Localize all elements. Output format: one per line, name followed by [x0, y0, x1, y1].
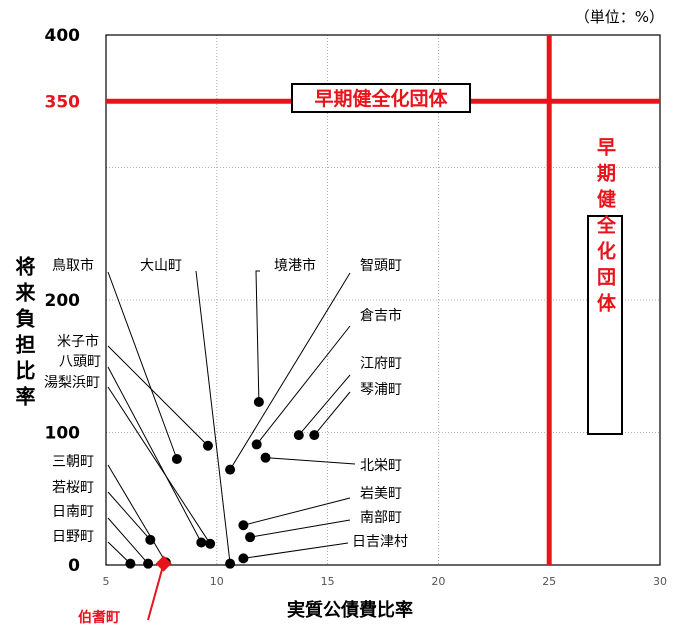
x-tick-label: 5 [103, 575, 110, 588]
point-label: 日南町 [52, 504, 94, 520]
data-point [145, 534, 156, 545]
point-label: 岩美町 [360, 486, 402, 502]
point-label: 北栄町 [360, 458, 402, 474]
leader-line [255, 270, 260, 403]
data-point [196, 537, 207, 548]
point-label: 琴浦町 [360, 382, 402, 398]
data-point [202, 440, 213, 451]
zone-label-right-box [587, 215, 623, 435]
x-tick-label: 10 [210, 575, 224, 588]
zone-label-right: 早期健全化団体 [594, 137, 617, 319]
x-tick-label: 20 [431, 575, 445, 588]
data-point [238, 553, 249, 564]
data-point-highlight [155, 555, 172, 572]
data-point [251, 439, 262, 450]
leader-line [243, 497, 351, 526]
leader-line [107, 386, 211, 545]
point-label: 日野町 [52, 529, 94, 545]
y-axis-title: 将来負担比率 [12, 255, 36, 412]
leader-line [256, 325, 351, 445]
point-label: 八頭町 [59, 354, 101, 370]
data-point [238, 520, 249, 531]
leader-line [107, 271, 178, 460]
x-axis-title: 実質公債費比率 [287, 599, 413, 621]
x-tick-label: 30 [653, 575, 667, 588]
data-points [125, 397, 320, 572]
y-tick-label: 200 [45, 291, 81, 311]
y-tick-label: 0 [68, 556, 80, 576]
unit-note: （単位：%） [575, 8, 664, 26]
data-point [245, 532, 256, 543]
point-label: 江府町 [360, 356, 402, 372]
data-point [253, 397, 264, 408]
data-point [143, 558, 154, 569]
point-label: 鳥取市 [52, 257, 94, 274]
leader-line [147, 563, 165, 621]
leader-line [313, 391, 351, 436]
point-label: 境港市 [274, 257, 316, 274]
data-point [125, 558, 136, 569]
y-tick-label: 400 [45, 26, 81, 46]
leader-line [107, 366, 202, 543]
data-point [225, 558, 236, 569]
leader-line [243, 542, 349, 559]
data-point [171, 454, 182, 464]
point-label: 伯耆町 [78, 609, 120, 626]
leader-line [107, 541, 131, 565]
leader-lines [107, 270, 356, 621]
leader-line [107, 517, 149, 565]
x-tick-label: 25 [542, 575, 556, 588]
data-point [309, 430, 320, 441]
point-label: 日吉津村 [352, 534, 408, 550]
point-label: 大山町 [140, 258, 182, 274]
leader-line [229, 272, 351, 470]
data-point [225, 464, 236, 475]
point-label: 若桜町 [52, 480, 94, 496]
leader-line [195, 270, 231, 564]
x-tick-label: 15 [321, 575, 335, 588]
data-point [260, 452, 271, 463]
point-label: 倉吉市 [360, 307, 402, 324]
data-point [293, 430, 304, 441]
leader-line [298, 374, 351, 436]
point-label: 南部町 [360, 510, 402, 526]
data-point [205, 538, 216, 549]
y-tick-label: 100 [45, 424, 81, 444]
plot-frame [105, 34, 661, 566]
leader-line [107, 464, 167, 563]
leader-line [265, 457, 356, 465]
point-label: 米子市 [57, 333, 99, 350]
point-label: 湯梨浜町 [44, 374, 100, 391]
point-label: 三朝町 [52, 454, 94, 470]
zone-label-top-box [291, 83, 471, 113]
leader-line [107, 345, 209, 447]
leader-line [107, 491, 151, 541]
y-tick-label: 350 [45, 92, 81, 112]
leader-line [249, 519, 351, 538]
point-label: 智頭町 [360, 258, 402, 274]
zone-label-top: 早期健全化団体 [314, 87, 448, 110]
